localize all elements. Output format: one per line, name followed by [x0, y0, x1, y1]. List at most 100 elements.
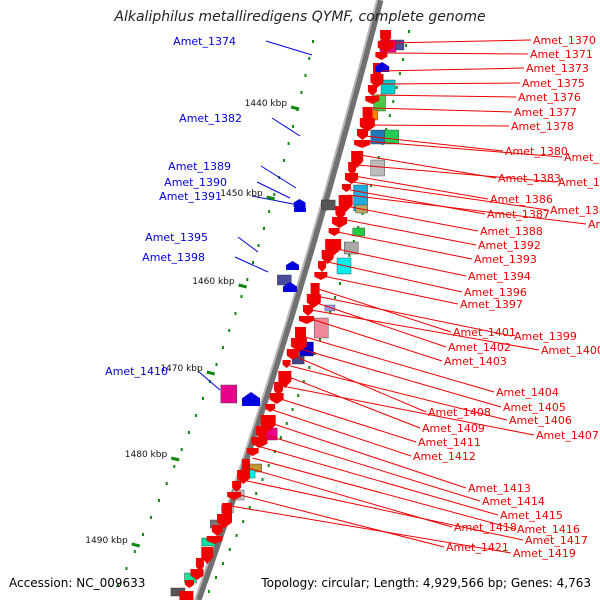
position-dot	[255, 492, 258, 495]
label-leader-line	[262, 433, 481, 502]
label-leader-line	[277, 397, 417, 443]
position-dot	[377, 156, 380, 159]
label-leader-line	[359, 154, 497, 179]
gene-label-reverse: Amet_1419	[513, 547, 576, 560]
position-dot	[262, 227, 265, 230]
label-leader-line	[350, 189, 486, 215]
label-leader-line	[272, 409, 412, 457]
gene-arrow-track	[179, 30, 394, 600]
position-dot	[308, 366, 311, 369]
label-leader-line	[348, 194, 587, 225]
label-leader-line	[375, 94, 517, 98]
gene-arrow-reverse	[318, 261, 327, 272]
label-leader-line	[237, 236, 259, 253]
position-dot	[202, 397, 205, 400]
label-leader-line	[256, 181, 291, 199]
position-dot	[142, 533, 145, 536]
gene-label-reverse: Amet_1407	[536, 429, 599, 442]
label-leader-line	[257, 445, 499, 516]
kbp-tick-label: 1450 kbp	[220, 189, 263, 199]
position-dot	[287, 142, 290, 145]
gene-label-reverse: Amet_1401	[453, 326, 516, 339]
label-leader-line	[372, 107, 513, 113]
position-dot	[228, 329, 231, 332]
label-leader-line	[385, 52, 529, 55]
gene-arrow-reverse	[179, 591, 194, 600]
position-dot	[392, 100, 395, 103]
gene-arrow-reverse	[365, 96, 380, 104]
label-leader-line	[363, 140, 563, 158]
gene-label-reverse: Amet_1392	[478, 239, 541, 252]
gene-label-reverse: Amet_1371	[530, 48, 593, 61]
label-leader-lines	[197, 39, 587, 554]
position-dot	[297, 394, 300, 397]
feature-box	[352, 227, 365, 237]
gene-arrow-reverse	[286, 349, 299, 360]
gene-label-reverse: Amet_1421	[446, 541, 509, 554]
label-leader-line	[345, 205, 479, 232]
gene-label-reverse: Amet_1376	[518, 91, 581, 104]
position-dot	[352, 240, 355, 243]
position-dot	[291, 408, 294, 411]
kbp-tick-label: 1490 kbp	[85, 536, 128, 546]
gene-arrow-reverse	[354, 140, 371, 148]
gene-arrow-reverse	[321, 250, 334, 264]
gene-label-reverse: Amet_1414	[482, 495, 545, 508]
gene-arrow-forward	[293, 199, 306, 207]
position-dot	[173, 465, 176, 468]
gene-label-forward: Amet_1398	[142, 251, 205, 264]
gene-arrow-reverse	[298, 316, 314, 324]
gene-arrow-reverse	[332, 217, 348, 228]
label-leader-line	[297, 347, 502, 408]
gene-arrow-reverse	[367, 85, 377, 96]
position-dot	[157, 499, 160, 502]
gene-label-forward: Amet_1382	[179, 112, 242, 125]
position-dot	[334, 296, 337, 299]
position-dot	[357, 226, 360, 229]
label-leader-line	[337, 231, 473, 260]
gene-label-reverse: Amet_1383	[498, 172, 561, 185]
position-dot	[252, 261, 255, 264]
position-dot	[268, 210, 271, 213]
gene-arrow-reverse	[217, 514, 233, 528]
gene-label-reverse: Amet_1387	[487, 208, 550, 221]
position-dot	[385, 128, 388, 131]
gene-label-forward: Amet_1395	[145, 231, 208, 244]
label-leader-line	[387, 39, 532, 44]
position-dot	[257, 244, 260, 247]
genome-summary: Topology: circular; Length: 4,929,566 bp…	[261, 576, 591, 590]
gene-labels: Amet_1374Amet_1382Amet_1389Amet_1390Amet…	[105, 34, 600, 560]
position-dot	[398, 72, 401, 75]
gene-label-reverse: Amet_1370	[533, 34, 596, 47]
position-dot	[267, 464, 270, 467]
gene-label-reverse: Amet_1413	[468, 482, 531, 495]
label-leader-line	[293, 355, 427, 413]
feature-box	[395, 39, 405, 51]
position-dot	[125, 567, 128, 570]
gene-arrow-reverse	[190, 569, 204, 580]
position-dot	[207, 590, 210, 593]
gene-label-reverse: Amet_1402	[448, 341, 511, 354]
gene-arrow-reverse	[251, 437, 268, 448]
gene-arrow-reverse	[348, 162, 357, 176]
label-leader-line	[308, 317, 443, 362]
feature-box	[384, 129, 399, 145]
gene-label-reverse: Amet_1412	[413, 450, 476, 463]
gene-arrow-reverse	[314, 272, 328, 280]
gene-label-reverse: Amet_1378	[511, 120, 574, 133]
gene-label-reverse: Amet_1377	[514, 106, 577, 119]
position-dot	[248, 506, 251, 509]
kbp-tick	[206, 370, 216, 376]
gene-arrow-reverse	[328, 228, 340, 236]
label-leader-line	[234, 256, 269, 273]
gene-arrow-reverse	[341, 184, 351, 192]
label-leader-line	[341, 218, 477, 246]
gene-label-reverse: Amet_1399	[514, 330, 577, 343]
position-dot	[165, 482, 168, 485]
gene-arrow-reverse	[335, 206, 346, 220]
gene-arrow-reverse	[359, 118, 375, 132]
position-dot	[304, 74, 307, 77]
label-leader-line	[322, 275, 459, 305]
kbp-tick-label: 1460 kbp	[192, 277, 235, 287]
position-dot	[242, 520, 245, 523]
